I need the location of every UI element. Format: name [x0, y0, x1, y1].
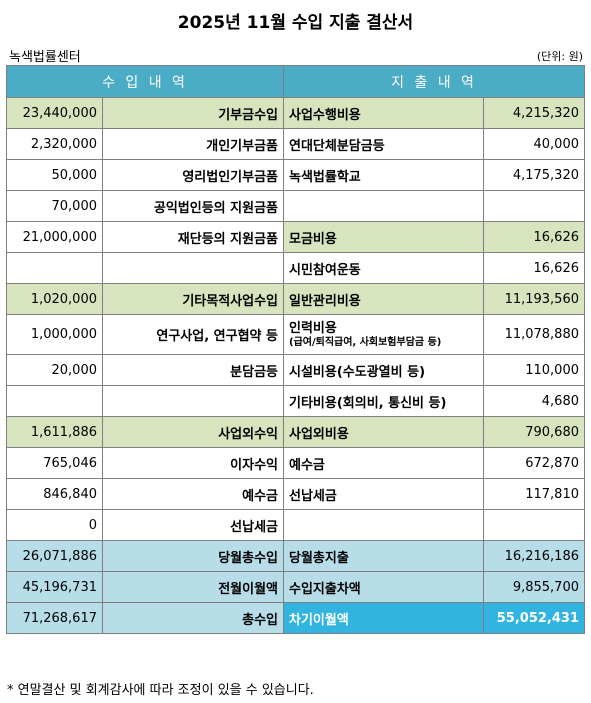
table-row: 0 선납세금 [6, 509, 585, 541]
expense-amount [483, 190, 585, 222]
table-row: 시민참여운동 16,626 [6, 252, 585, 284]
table-row: 1,000,000 연구사업, 연구협약 등 인력비용 (급여/퇴직급여, 사회… [6, 314, 585, 355]
expense-amount [483, 509, 585, 541]
expense-amount: 11,078,880 [483, 314, 585, 355]
table-header-row: 수 입 내 역 지 출 내 역 [6, 65, 585, 98]
income-amount: 71,268,617 [6, 602, 103, 634]
expense-sublabel: (급여/퇴직급여, 사회보험부담금 등) [289, 336, 442, 348]
table-row: 45,196,731 전월이월액 수입지출차액 9,855,700 [6, 571, 585, 603]
expense-label [283, 509, 484, 541]
expense-label: 시설비용(수도광열비 등) [283, 354, 484, 386]
income-label: 기부금수입 [102, 97, 284, 129]
income-amount: 1,020,000 [6, 283, 103, 315]
income-label: 이자수익 [102, 447, 284, 479]
income-amount [6, 252, 103, 284]
expense-label: 선납세금 [283, 478, 484, 510]
expense-amount: 672,870 [483, 447, 585, 479]
income-amount: 1,611,886 [6, 416, 103, 448]
unit-label: (단위: 원) [536, 50, 583, 63]
income-amount: 20,000 [6, 354, 103, 386]
income-amount: 2,320,000 [6, 128, 103, 160]
income-label: 총수입 [102, 602, 284, 634]
expense-label: 사업외비용 [283, 416, 484, 448]
income-amount: 1,000,000 [6, 314, 103, 355]
page-title: 2025년 11월 수입 지출 결산서 [177, 13, 414, 33]
expense-label: 차기이월액 [283, 602, 484, 634]
expense-label: 인력비용 [289, 320, 337, 336]
table-row: 21,000,000 재단등의 지원금품 모금비용 16,626 [6, 221, 585, 253]
expense-label: 기타비용(회의비, 통신비 등) [283, 385, 484, 417]
expense-label: 일반관리비용 [283, 283, 484, 315]
expense-amount: 16,216,186 [483, 540, 585, 572]
income-amount: 23,440,000 [6, 97, 103, 129]
income-amount [6, 385, 103, 417]
table-row: 20,000 분담금등 시설비용(수도광열비 등) 110,000 [6, 354, 585, 386]
expense-label: 예수금 [283, 447, 484, 479]
table-row: 2,320,000 개인기부금품 연대단체분담금등 40,000 [6, 128, 585, 160]
income-label: 공익법인등의 지원금품 [102, 190, 284, 222]
expense-label: 당월총지출 [283, 540, 484, 572]
expense-amount: 40,000 [483, 128, 585, 160]
income-label: 연구사업, 연구협약 등 [102, 314, 284, 355]
table-row: 26,071,886 당월총수입 당월총지출 16,216,186 [6, 540, 585, 572]
expense-amount: 55,052,431 [483, 602, 585, 634]
expense-header: 지 출 내 역 [283, 65, 585, 98]
table-row: 50,000 영리법인기부금품 녹색법률학교 4,175,320 [6, 159, 585, 191]
table-row: 765,046 이자수익 예수금 672,870 [6, 447, 585, 479]
table-row: 71,268,617 총수입 차기이월액 55,052,431 [6, 602, 585, 634]
organization-name: 녹색법률센터 [9, 50, 81, 65]
expense-label: 시민참여운동 [283, 252, 484, 284]
income-label: 영리법인기부금품 [102, 159, 284, 191]
table-row: 70,000 공익법인등의 지원금품 [6, 190, 585, 222]
income-amount: 0 [6, 509, 103, 541]
settlement-table: 수 입 내 역 지 출 내 역 23,440,000 기부금수입 사업수행비용 … [6, 65, 585, 634]
income-label: 재단등의 지원금품 [102, 221, 284, 253]
income-label: 선납세금 [102, 509, 284, 541]
table-row: 23,440,000 기부금수입 사업수행비용 4,215,320 [6, 97, 585, 129]
income-amount: 846,840 [6, 478, 103, 510]
income-amount: 50,000 [6, 159, 103, 191]
income-label: 전월이월액 [102, 571, 284, 603]
income-label: 기타목적사업수입 [102, 283, 284, 315]
expense-label: 수입지출차액 [283, 571, 484, 603]
income-label: 개인기부금품 [102, 128, 284, 160]
expense-amount: 4,215,320 [483, 97, 585, 129]
expense-amount: 4,680 [483, 385, 585, 417]
expense-amount: 110,000 [483, 354, 585, 386]
income-header: 수 입 내 역 [6, 65, 284, 98]
expense-label: 모금비용 [283, 221, 484, 253]
expense-label: 연대단체분담금등 [283, 128, 484, 160]
income-amount: 26,071,886 [6, 540, 103, 572]
expense-amount: 790,680 [483, 416, 585, 448]
expense-amount: 9,855,700 [483, 571, 585, 603]
expense-label [283, 190, 484, 222]
income-label: 예수금 [102, 478, 284, 510]
income-label: 분담금등 [102, 354, 284, 386]
expense-amount: 11,193,560 [483, 283, 585, 315]
income-label [102, 385, 284, 417]
income-label [102, 252, 284, 284]
expense-amount: 16,626 [483, 252, 585, 284]
table-row: 1,611,886 사업외수익 사업외비용 790,680 [6, 416, 585, 448]
income-label: 사업외수익 [102, 416, 284, 448]
expense-amount: 117,810 [483, 478, 585, 510]
expense-label: 녹색법률학교 [283, 159, 484, 191]
expense-label-cell: 인력비용 (급여/퇴직급여, 사회보험부담금 등) [283, 314, 484, 355]
footnote: * 연말결산 및 회계감사에 따라 조정이 있을 수 있습니다. [7, 683, 314, 698]
income-amount: 765,046 [6, 447, 103, 479]
income-amount: 45,196,731 [6, 571, 103, 603]
income-amount: 70,000 [6, 190, 103, 222]
table-row: 846,840 예수금 선납세금 117,810 [6, 478, 585, 510]
expense-amount: 16,626 [483, 221, 585, 253]
table-row: 기타비용(회의비, 통신비 등) 4,680 [6, 385, 585, 417]
table-row: 1,020,000 기타목적사업수입 일반관리비용 11,193,560 [6, 283, 585, 315]
expense-amount: 4,175,320 [483, 159, 585, 191]
income-amount: 21,000,000 [6, 221, 103, 253]
expense-label: 사업수행비용 [283, 97, 484, 129]
income-label: 당월총수입 [102, 540, 284, 572]
